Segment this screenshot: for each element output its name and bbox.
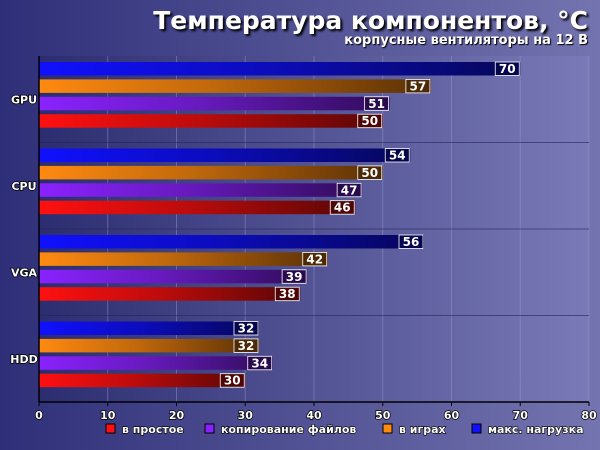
legend-label: в играх (399, 423, 446, 436)
x-tick-label: 80 (581, 409, 597, 422)
data-label-box (281, 269, 307, 284)
x-tick-label: 40 (306, 409, 322, 422)
legend-label: копирование файлов (221, 423, 356, 436)
bar-vga-0 (39, 287, 301, 301)
chart-title: Температура компонентов, °C (153, 6, 588, 35)
x-tick-label: 60 (444, 409, 460, 422)
data-label-box (219, 373, 245, 388)
data-label-box (336, 182, 362, 198)
data-label-box (405, 79, 431, 94)
data-label-box (233, 338, 259, 353)
legend-swatch (471, 423, 482, 434)
category-label-vga: VGA (11, 266, 38, 279)
data-label-box (274, 286, 300, 302)
data-label-box (302, 251, 328, 267)
x-tick-label: 20 (169, 409, 185, 422)
data-label: 50 (361, 166, 378, 180)
data-label: 47 (341, 183, 358, 197)
bar-gpu-0 (39, 114, 383, 128)
bar-cpu-0 (39, 200, 356, 215)
legend-swatch (382, 423, 393, 434)
bar-cpu-3 (39, 148, 411, 162)
data-label: 54 (389, 149, 406, 163)
chart-subtitle: корпусные вентиляторы на 12 В (344, 33, 588, 48)
axes: 0 10 20 30 40 50 60 70 80 (34, 56, 598, 423)
data-label-box (357, 165, 383, 180)
data-label: 38 (279, 287, 296, 301)
x-tick-label: 70 (513, 409, 529, 422)
data-label-box (233, 321, 259, 336)
data-label-box (357, 113, 383, 129)
data-label: 42 (306, 252, 323, 266)
data-label: 51 (368, 97, 385, 111)
x-tick-label: 50 (375, 409, 391, 422)
data-label-box (398, 234, 424, 249)
bar-gpu-3 (39, 62, 521, 76)
bar-vga-2 (39, 252, 328, 266)
bar-hdd-0 (39, 373, 246, 388)
data-label: 39 (286, 270, 303, 284)
bar-vga-1 (39, 269, 308, 284)
data-label-box (384, 148, 410, 163)
bars: 70575150GPU54504746CPU56423938VGA3232343… (10, 61, 521, 388)
legend-swatch (105, 423, 116, 434)
category-label-hdd: HDD (10, 353, 37, 366)
data-label: 32 (238, 322, 255, 336)
bar-cpu-2 (39, 165, 383, 180)
data-label: 50 (361, 114, 378, 128)
data-label-box (494, 61, 520, 76)
x-tick-label: 0 (35, 409, 43, 422)
bar-vga-3 (39, 235, 424, 249)
data-label-box (247, 355, 273, 371)
category-label-cpu: CPU (11, 180, 36, 193)
data-label: 57 (410, 79, 427, 93)
x-tick-label: 10 (100, 409, 116, 422)
bar-gpu-1 (39, 96, 390, 111)
bar-cpu-1 (39, 183, 363, 197)
legend-swatch (204, 423, 215, 434)
data-label: 46 (334, 201, 351, 215)
legend: в простое копирование файлов в играх макс. … (105, 422, 584, 437)
data-label: 56 (403, 235, 420, 249)
bar-hdd-2 (39, 338, 259, 353)
x-tick-label: 30 (238, 409, 254, 422)
legend-label: в простое (122, 423, 184, 436)
bar-hdd-1 (39, 356, 273, 370)
data-label: 30 (224, 374, 241, 388)
legend-label: макс. нагрузка (488, 423, 584, 436)
grid-lines (39, 56, 590, 402)
data-label: 32 (238, 339, 255, 353)
data-label-box (329, 200, 355, 215)
data-label: 70 (499, 62, 516, 76)
bar-hdd-3 (39, 321, 259, 335)
data-label: 34 (251, 356, 268, 370)
category-label-gpu: GPU (11, 93, 37, 106)
bar-gpu-2 (39, 79, 431, 93)
data-label-box (364, 96, 390, 111)
